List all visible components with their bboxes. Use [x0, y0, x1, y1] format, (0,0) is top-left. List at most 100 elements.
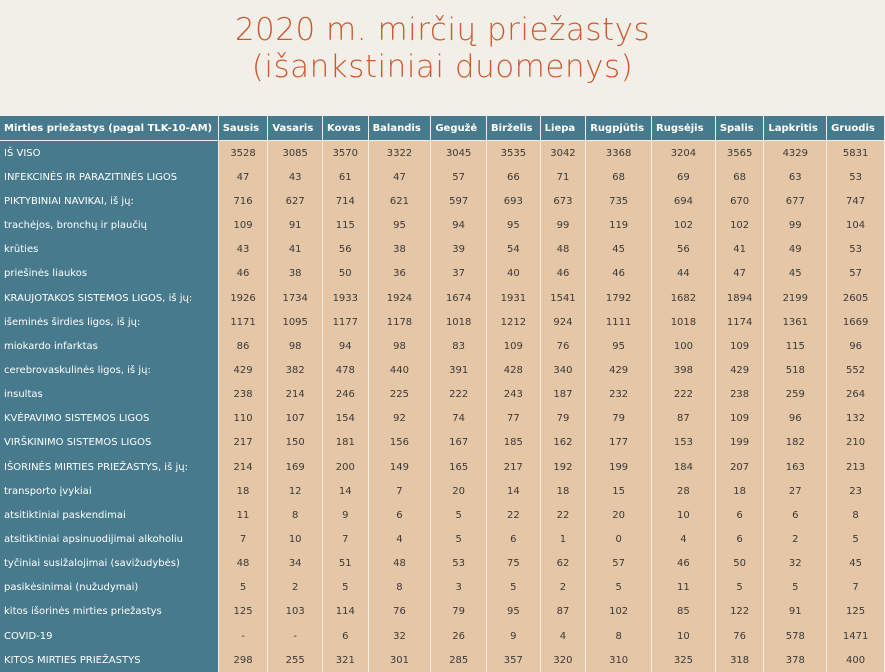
table-cell: 429 [715, 358, 764, 383]
table-cell: 213 [827, 454, 884, 480]
table-cell: 51 [323, 551, 368, 576]
table-cell: 2 [764, 527, 827, 552]
column-header-cause: Mirties priežastys (pagal TLK-10-AM) [0, 116, 218, 142]
table-row: KITOS MIRTIES PRIEŽASTYS 298 255 321 301 285 3… [0, 648, 884, 672]
table-cell: 18 [540, 479, 586, 504]
table-cell: 552 [827, 358, 884, 383]
table-cell: 103 [268, 599, 323, 624]
table-row: INFEKCINĖS IR PARAZITINĖS LIGOS 47 43 61 47 5… [0, 165, 884, 190]
row-label: PIKTYBINIAI NAVIKAI, iš jų: [0, 189, 218, 214]
table-cell: 177 [586, 430, 652, 455]
table-cell: 6 [715, 527, 764, 552]
table-cell: 18 [715, 479, 764, 504]
table-cell: 3204 [652, 141, 715, 166]
table-cell: 255 [268, 648, 323, 672]
table-cell: 1018 [652, 310, 715, 335]
table-cell: 10 [652, 503, 715, 528]
table-cell: 187 [540, 382, 586, 407]
table-cell: 156 [368, 430, 431, 455]
table-cell: 12 [268, 479, 323, 504]
table-cell: 1361 [764, 310, 827, 335]
table-cell: 92 [368, 406, 431, 431]
table-cell: 14 [323, 479, 368, 504]
table-cell: 38 [368, 237, 431, 262]
table-cell: 1931 [487, 285, 540, 311]
table-cell: 40 [487, 261, 540, 286]
table-cell: 2 [540, 575, 586, 600]
column-header-month: Rugsėjis [652, 116, 715, 142]
table-cell: 102 [715, 213, 764, 238]
table-cell: 45 [586, 237, 652, 262]
table-cell: 57 [586, 551, 652, 576]
table-cell: 217 [218, 430, 268, 455]
row-label: tyčiniai susižalojimai (savižudybės) [0, 551, 218, 576]
column-header-month: Rugpjūtis [586, 116, 652, 142]
table-cell: 54 [487, 237, 540, 262]
table-cell: 50 [323, 261, 368, 286]
table-cell: 217 [487, 454, 540, 480]
table-cell: 115 [764, 334, 827, 359]
table-cell: 99 [764, 213, 827, 238]
column-header-month: Spalis [715, 116, 764, 142]
table-row: trachėjos, bronchų ir plaučių 109 91 115 95 9… [0, 213, 884, 238]
table-cell: 8 [586, 623, 652, 649]
table-cell: 18 [218, 479, 268, 504]
table-cell: 32 [368, 623, 431, 649]
row-label: INFEKCINĖS IR PARAZITINĖS LIGOS [0, 165, 218, 190]
table-cell: 3570 [323, 141, 368, 166]
table-cell: 3042 [540, 141, 586, 166]
table-cell: 1 [540, 527, 586, 552]
table-row: atsitiktiniai apsinuodijimai alkoholiu 7 1… [0, 527, 884, 552]
table-cell: 8 [268, 503, 323, 528]
table-cell: 1095 [268, 310, 323, 335]
table-cell: 3565 [715, 141, 764, 166]
table-cell: 264 [827, 382, 884, 407]
row-label: COVID-19 [0, 623, 218, 649]
table-cell: - [218, 623, 268, 649]
table-cell: 23 [827, 479, 884, 504]
table-cell: 185 [487, 430, 540, 455]
table-cell: 5 [431, 503, 487, 528]
table-cell: 5831 [827, 141, 884, 166]
table-cell: 41 [268, 237, 323, 262]
table-cell: 46 [586, 261, 652, 286]
table-cell: 38 [268, 261, 323, 286]
column-header-month: Balandis [368, 116, 431, 142]
table-cell: 94 [431, 213, 487, 238]
table-cell: 48 [540, 237, 586, 262]
table-cell: 321 [323, 648, 368, 672]
table-cell: 79 [586, 406, 652, 431]
column-header-month: Birželis [487, 116, 540, 142]
table-cell: 91 [764, 599, 827, 624]
table-cell: 46 [540, 261, 586, 286]
row-label: išeminės širdies ligos, iš jų: [0, 310, 218, 335]
table-cell: 1212 [487, 310, 540, 335]
table-cell: 199 [715, 430, 764, 455]
title-area: 2020 m. mirčių priežastys (išankstiniai … [0, 0, 885, 116]
table-cell: 43 [268, 165, 323, 190]
table-cell: 125 [827, 599, 884, 624]
table-cell: 310 [586, 648, 652, 672]
table-cell: 670 [715, 189, 764, 214]
table-cell: 7 [218, 527, 268, 552]
table-cell: 87 [540, 599, 586, 624]
table-cell: 694 [652, 189, 715, 214]
table-cell: 243 [487, 382, 540, 407]
table-cell: 1174 [715, 310, 764, 335]
table-cell: 222 [431, 382, 487, 407]
table-cell: 26 [431, 623, 487, 649]
table-cell: 37 [431, 261, 487, 286]
table-row: išeminės širdies ligos, iš jų: 1171 1095 11… [0, 310, 884, 335]
table-cell: 53 [431, 551, 487, 576]
table-cell: 11 [652, 575, 715, 600]
table-cell: 9 [323, 503, 368, 528]
table-cell: 114 [323, 599, 368, 624]
table-cell: 110 [218, 406, 268, 431]
table-cell: 56 [652, 237, 715, 262]
table-cell: 735 [586, 189, 652, 214]
table-cell: 68 [586, 165, 652, 190]
table-cell: 57 [431, 165, 487, 190]
table-cell: 5 [323, 575, 368, 600]
column-header-month: Lapkritis [764, 116, 827, 142]
table-cell: 1734 [268, 285, 323, 311]
